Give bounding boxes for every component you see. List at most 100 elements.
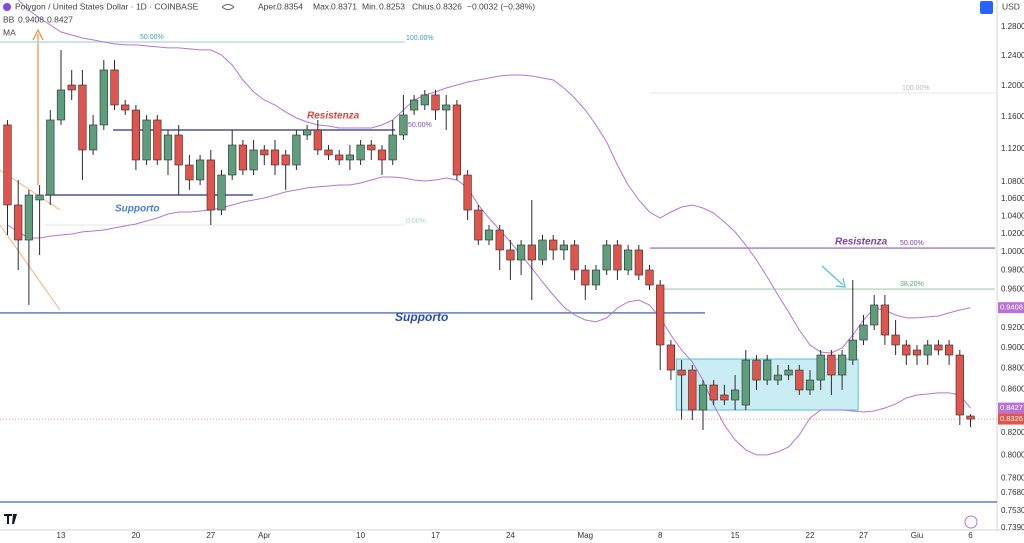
low-label: Min. <box>362 1 378 11</box>
indicator-bb: BB <box>3 14 15 24</box>
candle-body <box>46 119 55 196</box>
candle-body <box>185 164 194 181</box>
level-text: Supporto <box>115 204 159 215</box>
candle-body <box>35 194 44 201</box>
candle-body <box>335 154 344 161</box>
x-tick-label: 13 <box>57 531 66 540</box>
y-tick-label: 0.8000 <box>1001 451 1024 460</box>
y-tick-label: 1.2800 <box>1001 22 1024 31</box>
candle-body <box>142 119 151 161</box>
replay-icon[interactable] <box>964 515 978 529</box>
candle-body <box>153 119 162 161</box>
x-tick-label: 10 <box>356 531 365 540</box>
candle-body <box>891 334 900 346</box>
candle-body <box>474 209 483 241</box>
candle-body <box>409 99 419 111</box>
candle-body <box>581 269 590 286</box>
open-label: Aper. <box>258 1 278 11</box>
y-tick-label: 0.9800 <box>1001 266 1024 275</box>
x-tick-label: 22 <box>806 531 815 540</box>
candle-body <box>816 354 825 381</box>
symbol: Polygon / United States Dollar · 1D · CO… <box>15 1 199 11</box>
candle-body <box>249 149 258 171</box>
bollinger-upper <box>17 0 971 354</box>
candle-body <box>870 304 879 326</box>
candle-body <box>912 349 922 356</box>
y-tick-label: 1.0800 <box>1001 177 1024 186</box>
candle-body <box>24 194 34 241</box>
candle-body <box>121 104 130 111</box>
candle-body <box>281 154 290 166</box>
bb-lower-value: 0.8427 <box>47 14 73 24</box>
y-tick-label: 1.0000 <box>1001 247 1024 256</box>
candle-body <box>324 149 333 156</box>
candle-body <box>848 339 857 361</box>
candle-body <box>345 154 355 161</box>
x-tick-label: 27 <box>206 531 215 540</box>
candle-body <box>666 344 675 371</box>
low-value: 0.8253 <box>379 1 405 11</box>
logo <box>4 514 17 524</box>
candle-body <box>99 69 108 126</box>
arrow-head <box>835 277 846 288</box>
bb-lower-tag: 0.8427 <box>1000 403 1023 412</box>
candle-body <box>538 239 547 261</box>
candle-body <box>613 244 622 271</box>
y-tick-label: 0.9200 <box>1001 323 1024 332</box>
y-tick-label: 1.2000 <box>1001 81 1024 90</box>
candle-body <box>452 104 462 176</box>
x-tick-label: 20 <box>131 531 140 540</box>
candle-body <box>484 229 494 241</box>
candle-body <box>656 284 665 346</box>
candle-body <box>634 249 643 276</box>
x-tick-label: Apr <box>258 531 271 540</box>
open-value: 0.8354 <box>277 1 303 11</box>
y-tick-label: 1.0400 <box>1001 211 1024 220</box>
candle-body <box>3 124 12 206</box>
candle-body <box>827 354 836 376</box>
drawing-line <box>0 224 61 311</box>
high-label: Max. <box>313 1 331 11</box>
y-tick-label: 0.7800 <box>1001 474 1024 483</box>
close-label: Chius. <box>412 1 436 11</box>
y-tick-label: 0.8200 <box>1001 428 1024 437</box>
candle-body <box>570 244 579 271</box>
currency[interactable]: USD <box>1002 1 1020 11</box>
candle-body <box>238 144 248 171</box>
header: Polygon / United States Dollar · 1D · CO… <box>3 1 1020 37</box>
candle-body <box>67 84 76 91</box>
y-tick-label: 0.9000 <box>1001 343 1024 352</box>
candle-body <box>131 109 141 161</box>
candle-body <box>217 174 226 211</box>
arrow-head <box>32 28 44 41</box>
candle-body <box>763 359 772 381</box>
y-tick-label: 1.2400 <box>1001 51 1024 60</box>
level-tag: 100.00% <box>406 35 434 42</box>
settings-button[interactable] <box>980 1 993 14</box>
candle-body <box>495 229 504 251</box>
candle-body <box>14 204 23 241</box>
level-tag: 50.00% <box>900 240 924 247</box>
close-value: 0.8326 <box>436 1 462 11</box>
bb-upper-tag-bg <box>998 302 1024 314</box>
x-tick-label: 6 <box>968 531 973 540</box>
candle-body <box>645 269 654 286</box>
candle-body <box>292 134 301 166</box>
bb-upper-tag: 0.9408 <box>1000 303 1023 312</box>
candle-body <box>709 384 718 401</box>
candle-body <box>196 159 205 181</box>
candle-body <box>206 159 215 211</box>
level-text: Resistenza <box>835 237 888 248</box>
level-tag: 38.20% <box>900 281 924 288</box>
y-tick-label: 0.7530 <box>1001 506 1024 515</box>
y-tick-label: 0.7680 <box>1001 488 1024 497</box>
symbol-icon <box>3 3 11 11</box>
candle-body <box>944 344 954 356</box>
candle-body <box>591 269 601 286</box>
candle-body <box>880 304 889 336</box>
eye-icon <box>221 4 235 10</box>
level-text: Resistenza <box>307 111 360 122</box>
y-tick-label: 1.1200 <box>1001 144 1024 153</box>
